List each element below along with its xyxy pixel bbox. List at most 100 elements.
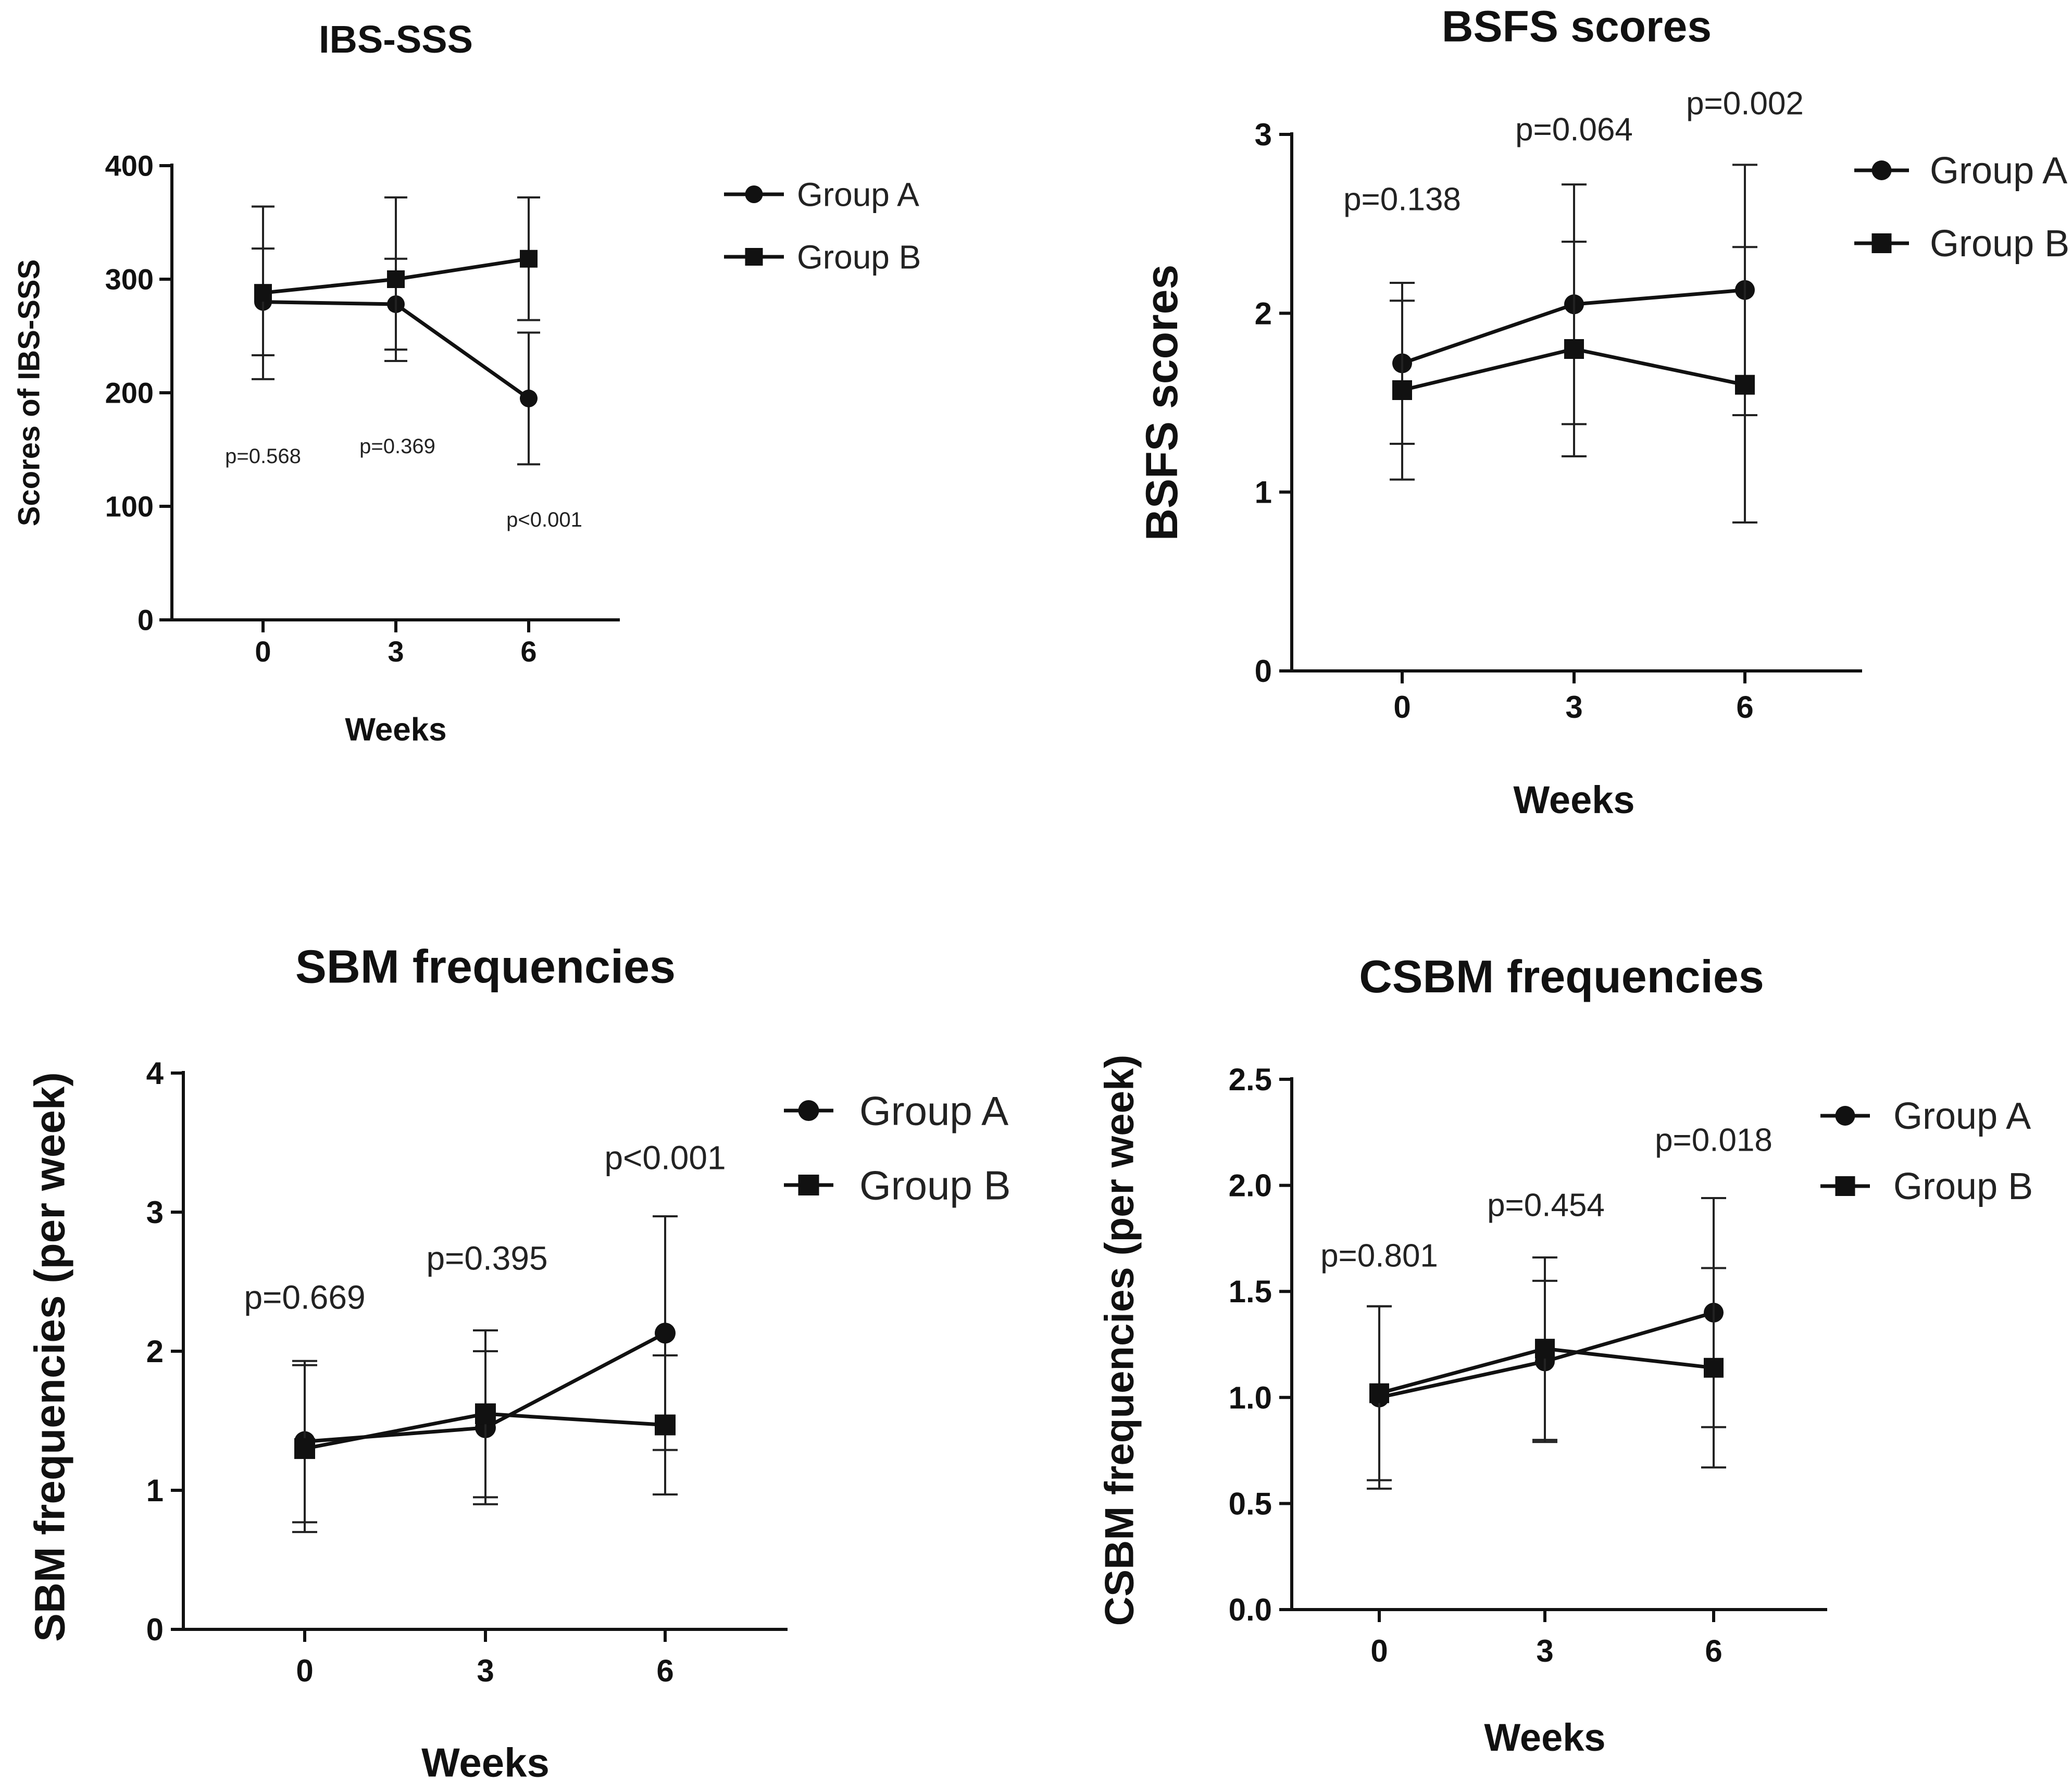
p-value-annotation: p=0.369	[359, 435, 435, 458]
y-axis-label: Scores of IBS-SSS	[12, 259, 46, 526]
x-tick-label: 3	[477, 1653, 494, 1688]
series-group-b	[292, 1329, 678, 1534]
chart-title: CSBM frequencies	[1359, 951, 1764, 1002]
y-tick-label: 2.5	[1229, 1062, 1272, 1097]
p-value-annotation: p=0.669	[244, 1278, 365, 1316]
y-tick-label: 3	[146, 1195, 164, 1230]
series-group-b	[252, 196, 540, 380]
legend-marker-square	[1871, 233, 1892, 253]
legend-marker-circle	[1871, 160, 1892, 180]
series-group-b	[1367, 1256, 1726, 1481]
legend-entry-group-b: Group B	[724, 238, 921, 276]
p-value-annotation: p=0.002	[1686, 86, 1804, 122]
y-tick-label: 1.0	[1229, 1380, 1272, 1415]
y-tick-label: 4	[146, 1056, 164, 1091]
x-axis-label: Weeks	[1513, 778, 1634, 821]
x-tick-label: 0	[1370, 1634, 1388, 1668]
p-value-annotation: p=0.454	[1487, 1188, 1605, 1224]
y-tick-label: 1	[146, 1473, 164, 1508]
y-tick-label: 300	[105, 263, 154, 296]
legend-label: Group B	[1893, 1166, 2033, 1207]
data-point-square	[655, 1414, 676, 1436]
p-value-annotation: p=0.395	[426, 1239, 547, 1277]
data-point-square	[1369, 1383, 1389, 1403]
legend-entry-group-b: Group B	[784, 1162, 1010, 1208]
x-tick-label: 6	[1736, 690, 1753, 725]
y-tick-label: 0	[146, 1612, 164, 1647]
p-value-annotation: p<0.001	[604, 1139, 726, 1176]
data-point-square	[1735, 375, 1755, 395]
data-point-square	[475, 1403, 496, 1425]
x-tick-label: 3	[1565, 690, 1582, 725]
y-tick-label: 0	[1255, 654, 1272, 689]
y-tick-label: 0.5	[1229, 1486, 1272, 1521]
chart-title: IBS-SSS	[319, 18, 473, 61]
legend-marker-circle	[1835, 1106, 1855, 1126]
legend-label: Group A	[1893, 1095, 2031, 1137]
y-tick-label: 3	[1255, 117, 1272, 152]
x-axis-label: Weeks	[345, 712, 446, 748]
y-tick-label: 0	[138, 604, 154, 637]
data-point-square	[1564, 339, 1584, 359]
y-tick-label: 1	[1255, 475, 1272, 510]
legend-entry-group-a: Group A	[784, 1088, 1008, 1133]
data-point-circle	[520, 389, 538, 407]
x-tick-label: 0	[255, 635, 271, 668]
legend-entry-group-a: Group A	[1854, 150, 2067, 192]
x-tick-label: 0	[296, 1653, 313, 1688]
p-value-annotation: p<0.001	[506, 508, 582, 531]
legend-label: Group A	[797, 176, 919, 213]
data-point-circle	[655, 1323, 676, 1344]
legend-entry-group-a: Group A	[724, 176, 919, 213]
legend-entry-group-b: Group B	[1854, 223, 2069, 265]
p-value-annotation: p=0.568	[225, 445, 301, 468]
chart-title: BSFS scores	[1442, 2, 1712, 51]
data-point-square	[1535, 1339, 1555, 1359]
x-tick-label: 3	[1536, 1634, 1553, 1668]
data-point-square	[294, 1438, 315, 1459]
chart-title: SBM frequencies	[295, 941, 676, 993]
data-point-square	[520, 250, 538, 268]
p-value-annotation: p=0.138	[1343, 182, 1461, 218]
data-point-square	[1704, 1357, 1724, 1378]
legend-label: Group A	[859, 1088, 1008, 1133]
y-axis-label: SBM frequencies (per week)	[27, 1072, 74, 1642]
x-tick-label: 0	[1393, 690, 1411, 725]
y-tick-label: 2	[1255, 296, 1272, 331]
y-tick-label: 0.0	[1229, 1592, 1272, 1627]
chart-1: IBS-SSS 0 100 200 300 400 0 3 6 Weeks Scores of IB…	[12, 18, 921, 748]
y-tick-label: 400	[105, 149, 154, 182]
series-group-b	[1390, 241, 1757, 524]
chart-3: SBM frequencies 0 1 2 3 4 0 3 6 Weeks SBM frequenc…	[27, 941, 1011, 1782]
x-axis-label: Weeks	[1484, 1716, 1605, 1759]
x-tick-label: 3	[388, 635, 404, 668]
legend-label: Group B	[859, 1162, 1010, 1208]
y-tick-label: 1.5	[1229, 1274, 1272, 1309]
x-tick-label: 6	[1705, 1634, 1722, 1668]
y-axis-label: CSBM frequencies (per week)	[1096, 1055, 1142, 1626]
legend-entry-group-a: Group A	[1820, 1095, 2031, 1137]
data-point-square	[254, 284, 272, 302]
y-tick-label: 2	[146, 1334, 164, 1369]
legend-marker-square	[1835, 1176, 1855, 1196]
y-tick-label: 2.0	[1229, 1168, 1272, 1203]
y-tick-label: 200	[105, 377, 154, 409]
legend-marker-square	[798, 1175, 819, 1195]
x-axis-label: Weeks	[421, 1739, 550, 1782]
y-axis-label: BSFS scores	[1137, 265, 1187, 541]
legend-marker-circle	[798, 1100, 819, 1121]
legend-label: Group B	[797, 238, 921, 276]
legend-marker-circle	[745, 185, 763, 203]
p-value-annotation: p=0.018	[1655, 1123, 1773, 1158]
legend-label: Group A	[1930, 150, 2067, 192]
x-tick-label: 6	[520, 635, 536, 668]
data-point-square	[387, 270, 405, 288]
p-value-annotation: p=0.801	[1320, 1238, 1438, 1274]
chart-2: BSFS scores 0 1 2 3 0 3 6 Weeks BSFS scores p=0.13…	[1137, 2, 2069, 821]
legend-entry-group-b: Group B	[1820, 1166, 2033, 1207]
data-point-square	[1392, 380, 1412, 400]
legend-marker-square	[745, 248, 763, 266]
p-value-annotation: p=0.064	[1515, 112, 1633, 148]
y-tick-label: 100	[105, 490, 154, 523]
